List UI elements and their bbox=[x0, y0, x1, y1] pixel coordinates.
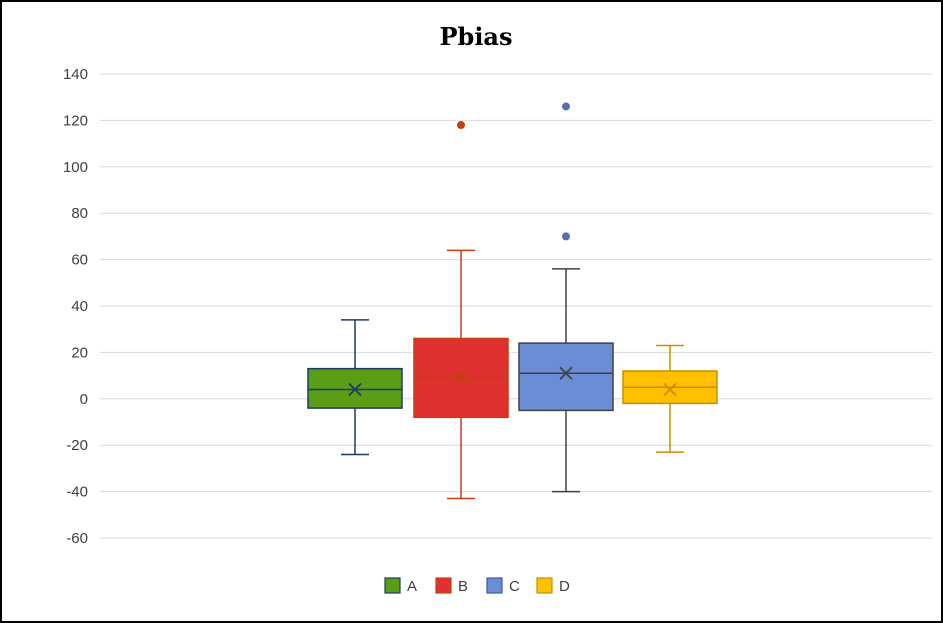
outlier-point bbox=[562, 232, 570, 241]
legend-swatch-d bbox=[536, 577, 553, 594]
mean-marker bbox=[559, 366, 573, 380]
mean-marker bbox=[454, 371, 468, 385]
legend-label-b: B bbox=[458, 578, 468, 595]
y-tick-label: -60 bbox=[66, 530, 88, 547]
boxes bbox=[307, 102, 718, 500]
y-tick-label: -20 bbox=[66, 437, 88, 454]
legend-swatch-c bbox=[486, 577, 503, 594]
chart-title: Pbias bbox=[439, 22, 512, 51]
legend-label-d: D bbox=[559, 578, 570, 595]
y-tick-label: 120 bbox=[63, 112, 88, 129]
box-c bbox=[518, 102, 614, 493]
legend-label-c: C bbox=[509, 578, 520, 595]
box-d bbox=[622, 344, 718, 453]
y-tick-label: 40 bbox=[71, 298, 88, 315]
y-tick-label: -40 bbox=[66, 484, 88, 501]
y-tick-label: 80 bbox=[71, 205, 88, 222]
box-b bbox=[413, 121, 509, 500]
y-tick-label: 20 bbox=[71, 344, 88, 361]
y-axis-ticks: 140 120 100 80 60 40 20 0 -20 -40 -60 bbox=[63, 66, 88, 547]
outlier-point bbox=[457, 121, 465, 130]
legend-swatch-a bbox=[384, 577, 401, 594]
y-tick-label: 60 bbox=[71, 252, 88, 269]
mean-marker bbox=[663, 382, 677, 397]
box-a bbox=[307, 319, 403, 456]
gridlines bbox=[100, 73, 932, 539]
outlier-point bbox=[562, 102, 570, 111]
mean-marker bbox=[348, 382, 362, 397]
legend-swatch-b bbox=[435, 577, 452, 594]
legend-label-a: A bbox=[407, 578, 417, 595]
legend: A B C D bbox=[384, 577, 570, 595]
y-tick-label: 0 bbox=[80, 391, 88, 408]
y-tick-label: 140 bbox=[63, 66, 88, 83]
y-tick-label: 100 bbox=[63, 159, 88, 176]
box-body bbox=[518, 342, 614, 412]
